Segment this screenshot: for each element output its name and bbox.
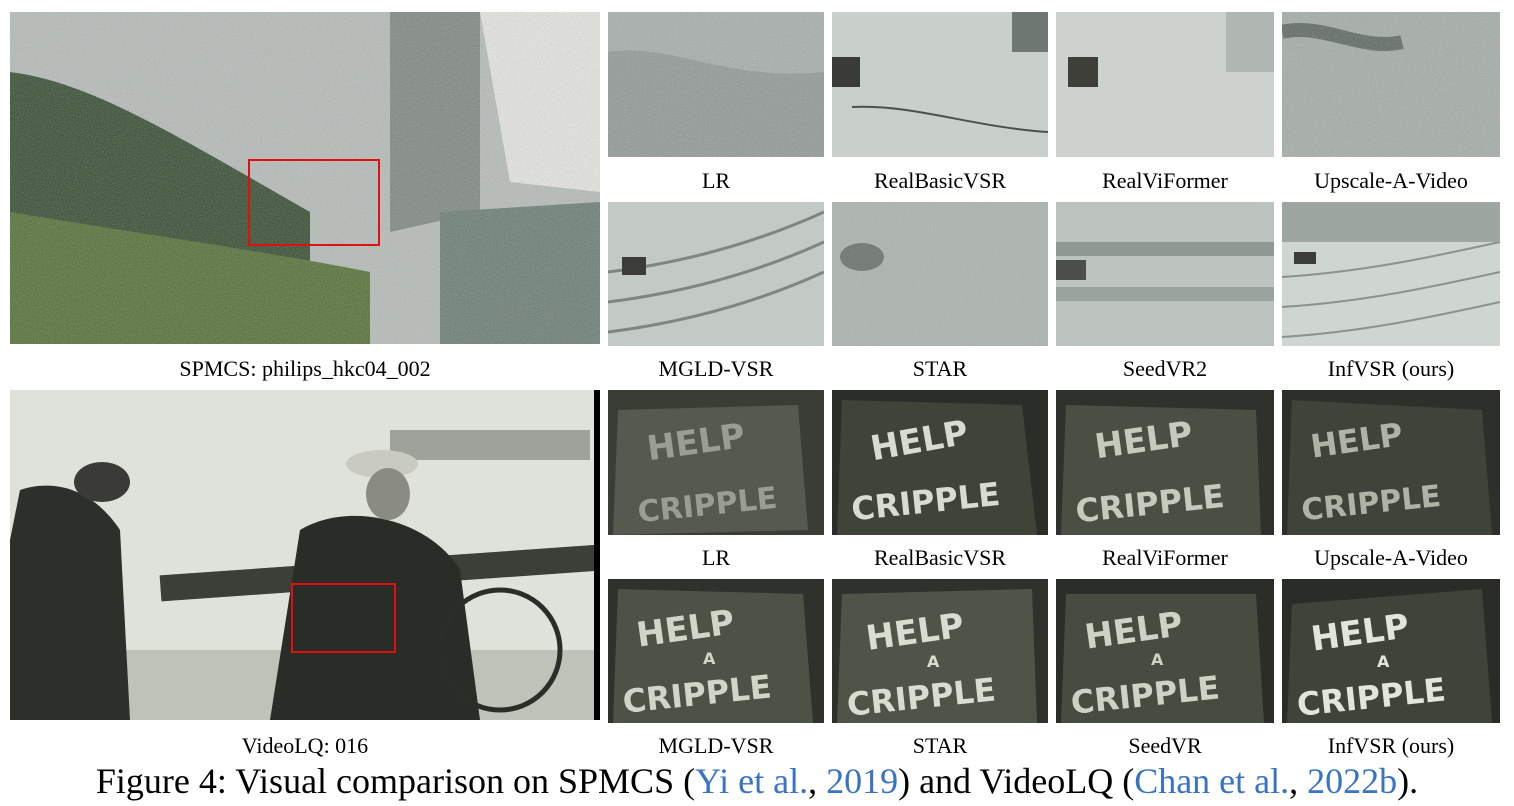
videolq-crop-infvsr: HELP A CRIPPLE [1282, 579, 1500, 723]
videolq-label-lr: LR [701, 545, 731, 570]
caption-text-3: ). [1397, 761, 1419, 801]
spmcs-label-upscale-a-video: Upscale-A-Video [1314, 168, 1468, 193]
spmcs-crop-star [832, 202, 1048, 346]
caption-text-2: ) and VideoLQ ( [898, 761, 1135, 801]
zoom-region-box [291, 583, 396, 653]
spmcs-label-star: STAR [912, 356, 968, 381]
spmcs-crop-mgld-vsr [608, 202, 824, 346]
spmcs-scene [10, 12, 600, 344]
citation-link-chan[interactable]: Chan et al. [1134, 761, 1290, 801]
videolq-crop-realviformer: HELP CRIPPLE [1056, 390, 1274, 535]
citation-link-yi[interactable]: Yi et al. [695, 761, 809, 801]
spmcs-source-label: SPMCS: philips_hkc04_002 [179, 356, 431, 381]
caption-sep-2: , [1289, 761, 1308, 801]
videolq-crop-upscale-a-video: HELP CRIPPLE [1282, 390, 1500, 535]
spmcs-crop-lr [608, 12, 824, 157]
videolq-crop-lr: HELP CRIPPLE [608, 390, 824, 535]
spmcs-crop-realviformer [1056, 12, 1274, 157]
videolq-label-realviformer: RealViFormer [1102, 545, 1228, 570]
spmcs-label-realviformer: RealViFormer [1102, 168, 1228, 193]
videolq-source-label: VideoLQ: 016 [241, 733, 369, 758]
videolq-crop-star: HELP A CRIPPLE [832, 579, 1048, 723]
videolq-label-seedvr: SeedVR [1128, 733, 1202, 758]
spmcs-crop-upscale-a-video [1282, 12, 1500, 157]
caption-text-1: Visual comparison on SPMCS ( [235, 761, 696, 801]
videolq-label-star: STAR [912, 733, 968, 758]
videolq-label-upscale-a-video: Upscale-A-Video [1314, 545, 1468, 570]
videolq-crop-seedvr: HELP A CRIPPLE [1056, 579, 1274, 723]
sign-text-a: A [927, 652, 940, 671]
spmcs-label-infvsr: InfVSR (ours) [1327, 356, 1455, 381]
spmcs-label-mgld-vsr: MGLD-VSR [658, 356, 774, 381]
spmcs-crop-infvsr [1282, 202, 1500, 346]
videolq-crop-realbasicvsr: HELP CRIPPLE [832, 390, 1048, 535]
videolq-label-mgld-vsr: MGLD-VSR [658, 733, 774, 758]
citation-year-chan[interactable]: 2022b [1307, 761, 1398, 801]
citation-year-yi[interactable]: 2019 [826, 761, 899, 801]
videolq-label-infvsr: InfVSR (ours) [1327, 733, 1455, 758]
figure-caption: Figure 4: Visual comparison on SPMCS (Yi… [0, 760, 1514, 802]
spmcs-label-realbasicvsr: RealBasicVSR [874, 168, 1006, 193]
caption-prefix: Figure 4: [95, 761, 227, 801]
image-divider [594, 390, 600, 720]
zoom-region-box [248, 159, 380, 246]
caption-sep-1: , [808, 761, 827, 801]
sign-text-a: A [703, 649, 716, 668]
spmcs-label-seedvr2: SeedVR2 [1122, 356, 1208, 381]
spmcs-crop-seedvr2 [1056, 202, 1274, 346]
spmcs-crop-realbasicvsr [832, 12, 1048, 157]
sign-text-a: A [1151, 650, 1164, 669]
videolq-label-realbasicvsr: RealBasicVSR [874, 545, 1006, 570]
videolq-crop-mgld-vsr: HELP A CRIPPLE [608, 579, 824, 723]
videolq-scene [10, 390, 600, 720]
spmcs-source-image [10, 12, 600, 344]
spmcs-label-lr: LR [701, 168, 731, 193]
videolq-source-image [10, 390, 600, 720]
sign-text-a: A [1377, 652, 1390, 671]
